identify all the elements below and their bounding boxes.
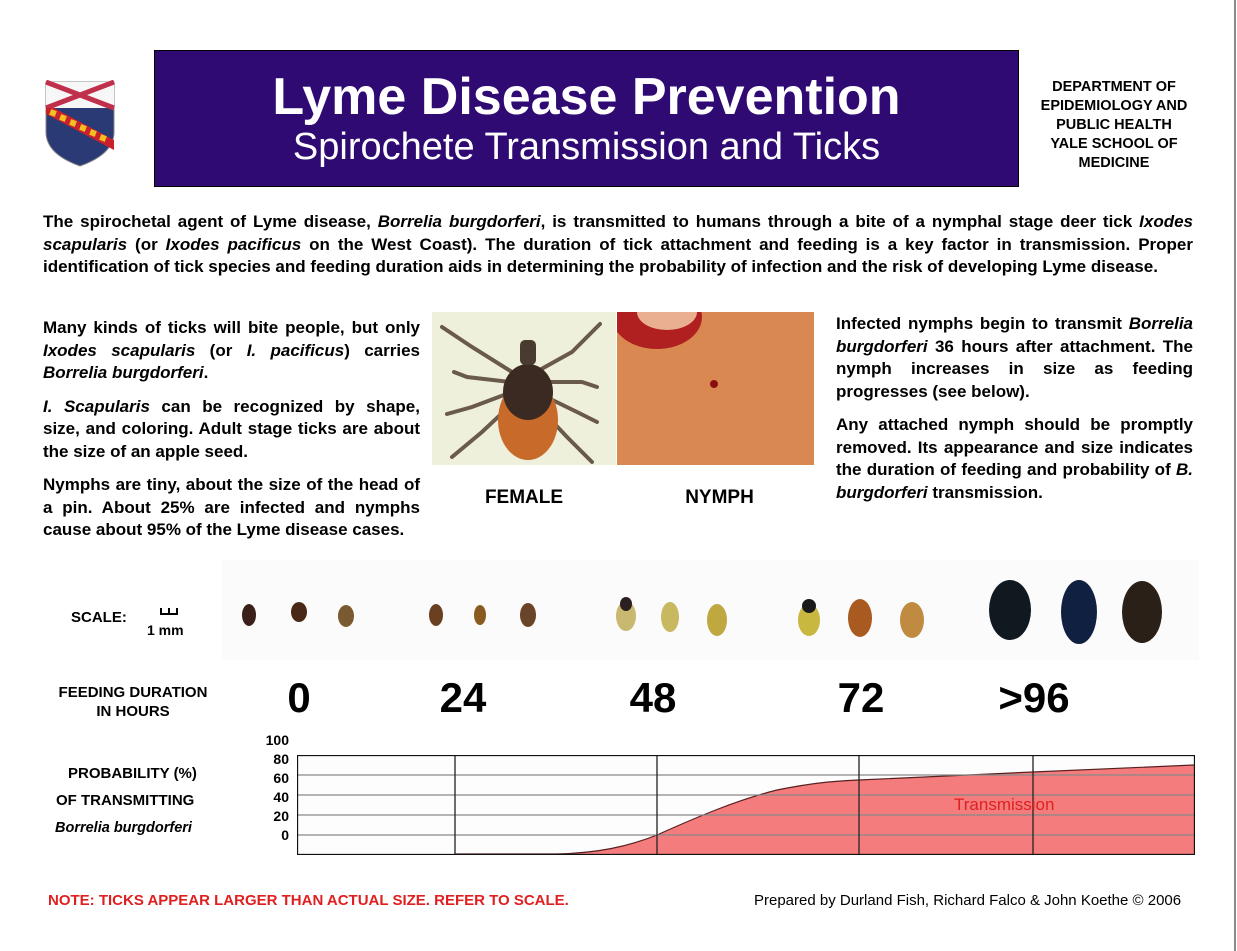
hour-48: 48 [629,674,677,721]
left-column-text: Many kinds of ticks will bite people, bu… [43,317,420,553]
hour-0: 0 [287,674,311,721]
y-tick-0: 0 [281,827,289,843]
size-note: NOTE: TICKS APPEAR LARGER THAN ACTUAL SI… [48,892,569,909]
transmission-timing-paragraph: Infected nymphs begin to transmit Borrel… [836,314,1193,401]
hour-96-plus: >96 [998,674,1070,721]
y-tick-60: 60 [273,770,289,786]
title-banner: Lyme Disease Prevention Spirochete Trans… [154,50,1019,187]
removal-paragraph: Any attached nymph should be promptly re… [836,415,1193,502]
transmission-series-label: Transmission [954,795,1054,814]
intro-paragraph: The spirochetal agent of Lyme disease, B… [43,212,1193,276]
y-tick-20: 20 [273,808,289,824]
department-name: DEPARTMENT OF EPIDEMIOLOGY AND PUBLIC HE… [1040,79,1188,171]
adult-female-tick-photo [432,312,616,465]
page-title: Lyme Disease Prevention [272,68,901,126]
hour-72: 72 [837,674,885,721]
credit-line: Prepared by Durland Fish, Richard Falco … [754,892,1182,909]
species-paragraph: Many kinds of ticks will bite people, bu… [43,318,420,382]
engorgement-tick-photos [222,560,1199,660]
y-tick-100: 100 [265,732,289,748]
hour-24: 24 [439,674,487,721]
transmission-area [455,765,1194,854]
transmitting-label: OF TRANSMITTING [56,792,195,809]
probability-label: PROBABILITY (%) [68,765,197,782]
nymph-on-skin-photo [617,312,814,465]
scale-label: SCALE: [71,609,127,626]
transmission-probability-chart: Transmission [297,755,1195,855]
scale-bar-icon [160,608,178,615]
y-tick-80: 80 [273,751,289,767]
recognition-paragraph: I. Scapularis can be recognized by shape… [43,396,420,461]
page-subtitle: Spirochete Transmission and Ticks [292,126,881,168]
nymph-label: NYMPH [685,487,754,508]
nymph-size-paragraph: Nymphs are tiny, about the size of the h… [43,475,420,539]
feeding-duration-label: FEEDING DURATION IN HOURS [58,684,208,720]
right-column-text: Infected nymphs begin to transmit Borrel… [836,313,1193,515]
female-label: FEMALE [484,487,564,508]
scale-unit: 1 mm [147,622,184,638]
page-right-border [1234,0,1236,951]
y-tick-40: 40 [273,789,289,805]
yale-shield-crest-icon [45,80,115,167]
borrelia-label: Borrelia burgdorferi [55,820,192,836]
